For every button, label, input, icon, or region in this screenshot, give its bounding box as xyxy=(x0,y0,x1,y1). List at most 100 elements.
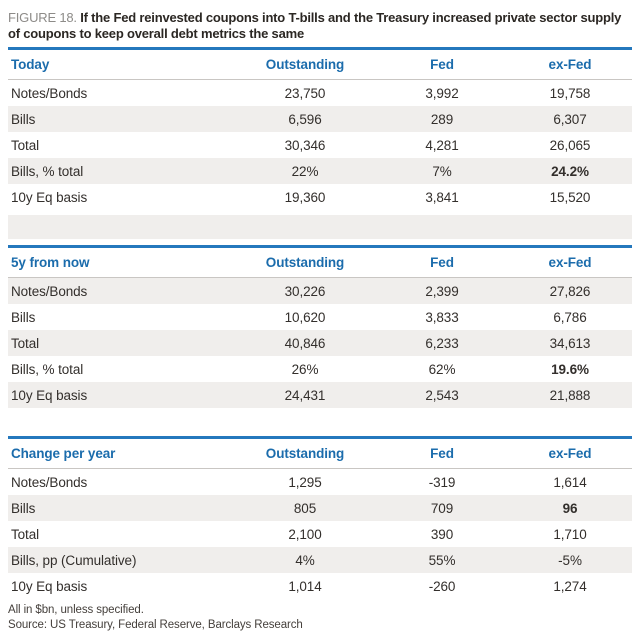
column-header-exfed: ex-Fed xyxy=(508,246,632,278)
row-label: Bills xyxy=(11,500,36,516)
figure-number-label: FIGURE 18. xyxy=(8,10,77,25)
figure-title: FIGURE 18. If the Fed reinvested coupons… xyxy=(8,10,632,42)
row-label: Notes/Bonds xyxy=(11,283,88,299)
cell-exfed-highlight: 19.6% xyxy=(551,361,589,377)
table-row: Bills 10,620 3,833 6,786 xyxy=(8,304,632,330)
table-row: 10y Eq basis 19,360 3,841 15,520 xyxy=(8,184,632,210)
row-label: 10y Eq basis xyxy=(11,189,88,205)
cell-outstanding: 2,100 xyxy=(288,526,322,542)
cell-exfed: 27,826 xyxy=(549,283,591,299)
row-label: Bills, % total xyxy=(11,361,84,377)
cell-fed: 2,399 xyxy=(425,283,459,299)
cell-outstanding: 24,431 xyxy=(284,387,326,403)
table-row: Notes/Bonds 30,226 2,399 27,826 xyxy=(8,277,632,304)
table-row: Total 30,346 4,281 26,065 xyxy=(8,132,632,158)
cell-fed: 3,833 xyxy=(425,309,459,325)
row-label: 10y Eq basis xyxy=(11,578,88,594)
section-spacer xyxy=(8,408,632,436)
cell-fed: 289 xyxy=(430,111,454,127)
cell-fed: -260 xyxy=(428,578,456,594)
column-header-exfed: ex-Fed xyxy=(508,437,632,469)
column-header-outstanding: Outstanding xyxy=(234,48,376,80)
table-today: Today Outstanding Fed ex-Fed Notes/Bonds… xyxy=(8,47,632,210)
cell-fed: -319 xyxy=(428,474,456,490)
footnote-units: All in $bn, unless specified. xyxy=(8,604,144,616)
cell-fed: 62% xyxy=(428,361,456,377)
cell-fed: 709 xyxy=(430,500,454,516)
table-row: Bills, pp (Cumulative) 4% 55% -5% xyxy=(8,547,632,573)
cell-exfed-highlight: 24.2% xyxy=(551,163,589,179)
cell-exfed: 1,710 xyxy=(553,526,587,542)
column-header-fed: Fed xyxy=(376,48,508,80)
table-row: Total 2,100 390 1,710 xyxy=(8,521,632,547)
footnotes: All in $bn, unless specified. Source: US… xyxy=(8,603,632,632)
cell-exfed: 34,613 xyxy=(549,335,591,351)
table-row: Bills, % total 22% 7% 24.2% xyxy=(8,158,632,184)
table-today-header-row: Today Outstanding Fed ex-Fed xyxy=(8,48,632,80)
table-today-title: Today xyxy=(8,48,234,80)
column-header-fed: Fed xyxy=(376,437,508,469)
section-spacer-band xyxy=(8,215,632,239)
cell-fed: 3,992 xyxy=(425,85,459,101)
cell-outstanding: 19,360 xyxy=(284,189,326,205)
cell-exfed-highlight: 96 xyxy=(562,500,578,516)
cell-exfed: 6,307 xyxy=(553,111,587,127)
cell-exfed: 21,888 xyxy=(549,387,591,403)
table-row: 10y Eq basis 1,014 -260 1,274 xyxy=(8,573,632,599)
table-5y-title: 5y from now xyxy=(8,246,234,278)
table-row: Bills 805 709 96 xyxy=(8,495,632,521)
table-change-per-year: Change per year Outstanding Fed ex-Fed N… xyxy=(8,436,632,599)
row-label: Total xyxy=(11,137,40,153)
table-5y-header-row: 5y from now Outstanding Fed ex-Fed xyxy=(8,246,632,278)
cell-fed: 390 xyxy=(430,526,454,542)
table-row: Bills 6,596 289 6,307 xyxy=(8,106,632,132)
cell-fed: 6,233 xyxy=(425,335,459,351)
table-change-header-row: Change per year Outstanding Fed ex-Fed xyxy=(8,437,632,469)
row-label: Total xyxy=(11,526,40,542)
table-row: Notes/Bonds 23,750 3,992 19,758 xyxy=(8,80,632,107)
row-label: Bills, pp (Cumulative) xyxy=(11,552,137,568)
table-row: Notes/Bonds 1,295 -319 1,614 xyxy=(8,469,632,496)
cell-outstanding: 1,014 xyxy=(288,578,322,594)
cell-fed: 4,281 xyxy=(425,137,459,153)
table-5y-from-now: 5y from now Outstanding Fed ex-Fed Notes… xyxy=(8,245,632,408)
cell-exfed: 26,065 xyxy=(549,137,591,153)
cell-outstanding: 4% xyxy=(295,552,315,568)
cell-fed: 55% xyxy=(428,552,456,568)
row-label: Bills xyxy=(11,309,36,325)
cell-fed: 7% xyxy=(432,163,452,179)
cell-outstanding: 22% xyxy=(291,163,319,179)
cell-exfed: -5% xyxy=(558,552,582,568)
cell-outstanding: 6,596 xyxy=(288,111,322,127)
column-header-fed: Fed xyxy=(376,246,508,278)
footnote-source: Source: US Treasury, Federal Reserve, Ba… xyxy=(8,618,303,631)
row-label: Total xyxy=(11,335,40,351)
cell-outstanding: 10,620 xyxy=(284,309,326,325)
figure-title-text: If the Fed reinvested coupons into T-bil… xyxy=(8,10,622,41)
column-header-outstanding: Outstanding xyxy=(234,437,376,469)
cell-outstanding: 23,750 xyxy=(284,85,326,101)
row-label: Bills xyxy=(11,111,36,127)
cell-exfed: 1,274 xyxy=(553,578,587,594)
cell-outstanding: 805 xyxy=(293,500,317,516)
cell-outstanding: 1,295 xyxy=(288,474,322,490)
cell-outstanding: 26% xyxy=(291,361,319,377)
column-header-outstanding: Outstanding xyxy=(234,246,376,278)
cell-fed: 2,543 xyxy=(425,387,459,403)
row-label: Bills, % total xyxy=(11,163,84,179)
row-label: 10y Eq basis xyxy=(11,387,88,403)
cell-exfed: 15,520 xyxy=(549,189,591,205)
cell-exfed: 19,758 xyxy=(549,85,591,101)
cell-outstanding: 30,346 xyxy=(284,137,326,153)
cell-fed: 3,841 xyxy=(425,189,459,205)
table-row: Total 40,846 6,233 34,613 xyxy=(8,330,632,356)
cell-outstanding: 40,846 xyxy=(284,335,326,351)
column-header-exfed: ex-Fed xyxy=(508,48,632,80)
table-change-title: Change per year xyxy=(8,437,234,469)
cell-exfed: 6,786 xyxy=(553,309,587,325)
row-label: Notes/Bonds xyxy=(11,474,88,490)
row-label: Notes/Bonds xyxy=(11,85,88,101)
table-row: 10y Eq basis 24,431 2,543 21,888 xyxy=(8,382,632,408)
cell-exfed: 1,614 xyxy=(553,474,587,490)
